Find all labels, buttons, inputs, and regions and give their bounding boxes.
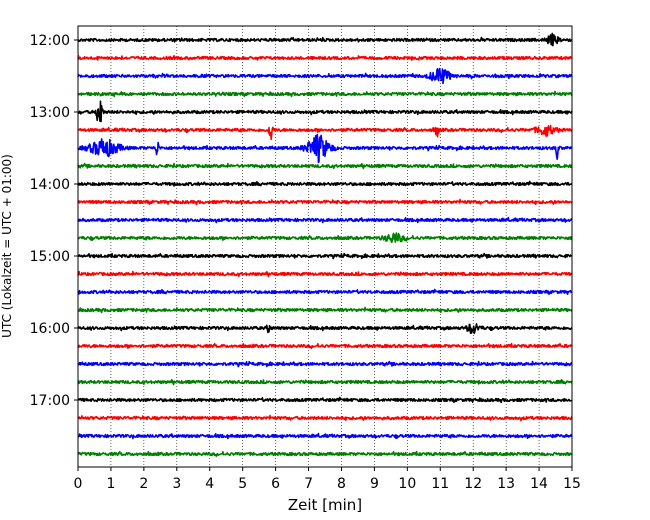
x-tick-label: 11 xyxy=(431,476,449,492)
x-tick-label: 10 xyxy=(398,476,416,492)
trace-14-45 xyxy=(77,232,573,243)
y-axis: 12:00 13:00 14:00 15:00 16:00 17:00 xyxy=(30,33,78,409)
x-tick-label: 7 xyxy=(304,476,313,492)
x-axis: 0 1 2 3 4 5 6 7 8 9 10 11 12 13 14 15 xyxy=(74,467,581,492)
y-tick-label: 13:00 xyxy=(30,105,70,121)
trace-14-30 xyxy=(77,216,573,224)
x-axis-title: Zeit [min] xyxy=(288,496,362,514)
x-tick-label: 12 xyxy=(464,476,482,492)
y-tick-label: 12:00 xyxy=(30,33,70,49)
trace-12-00 xyxy=(77,32,573,47)
y-tick-label: 14:00 xyxy=(30,177,70,193)
trace-12-30 xyxy=(77,67,573,85)
trace-14-15 xyxy=(77,198,573,206)
x-tick-label: 4 xyxy=(205,476,214,492)
x-tick-label: 2 xyxy=(139,476,148,492)
trace-14-00 xyxy=(77,180,573,187)
x-tick-label: 6 xyxy=(271,476,280,492)
trace-17-45 xyxy=(77,450,573,458)
trace-13-45 xyxy=(77,162,573,170)
x-tick-label: 9 xyxy=(370,476,379,492)
trace-16-45 xyxy=(77,378,573,386)
trace-16-00 xyxy=(77,323,573,335)
trace-15-30 xyxy=(77,288,573,296)
plot-frame xyxy=(77,25,573,468)
trace-17-30 xyxy=(77,432,573,440)
trace-12-15 xyxy=(77,54,573,61)
y-tick-label: 17:00 xyxy=(30,393,70,409)
trace-17-00 xyxy=(77,396,573,404)
x-tick-label: 14 xyxy=(530,476,548,492)
trace-16-15 xyxy=(77,342,573,350)
trace-15-15 xyxy=(77,270,573,278)
trace-16-30 xyxy=(77,360,573,368)
y-tick-label: 15:00 xyxy=(30,249,70,265)
trace-17-15 xyxy=(77,414,573,422)
trace-13-30 xyxy=(77,133,573,164)
trace-12-45 xyxy=(77,90,573,98)
trace-13-15 xyxy=(77,124,573,141)
x-tick-label: 15 xyxy=(563,476,581,492)
y-tick-label: 16:00 xyxy=(30,321,70,337)
x-tick-label: 3 xyxy=(172,476,181,492)
trace-15-45 xyxy=(77,306,573,314)
x-tick-label: 5 xyxy=(238,476,247,492)
x-tick-label: 1 xyxy=(106,476,115,492)
seismic-traces xyxy=(77,32,573,458)
x-tick-label: 0 xyxy=(74,476,83,492)
trace-15-00 xyxy=(77,252,573,260)
x-tick-label: 13 xyxy=(497,476,515,492)
y-axis-title: UTC (Lokalzeit = UTC + 01:00) xyxy=(0,154,14,338)
trace-13-00 xyxy=(77,100,573,123)
x-tick-label: 8 xyxy=(337,476,346,492)
